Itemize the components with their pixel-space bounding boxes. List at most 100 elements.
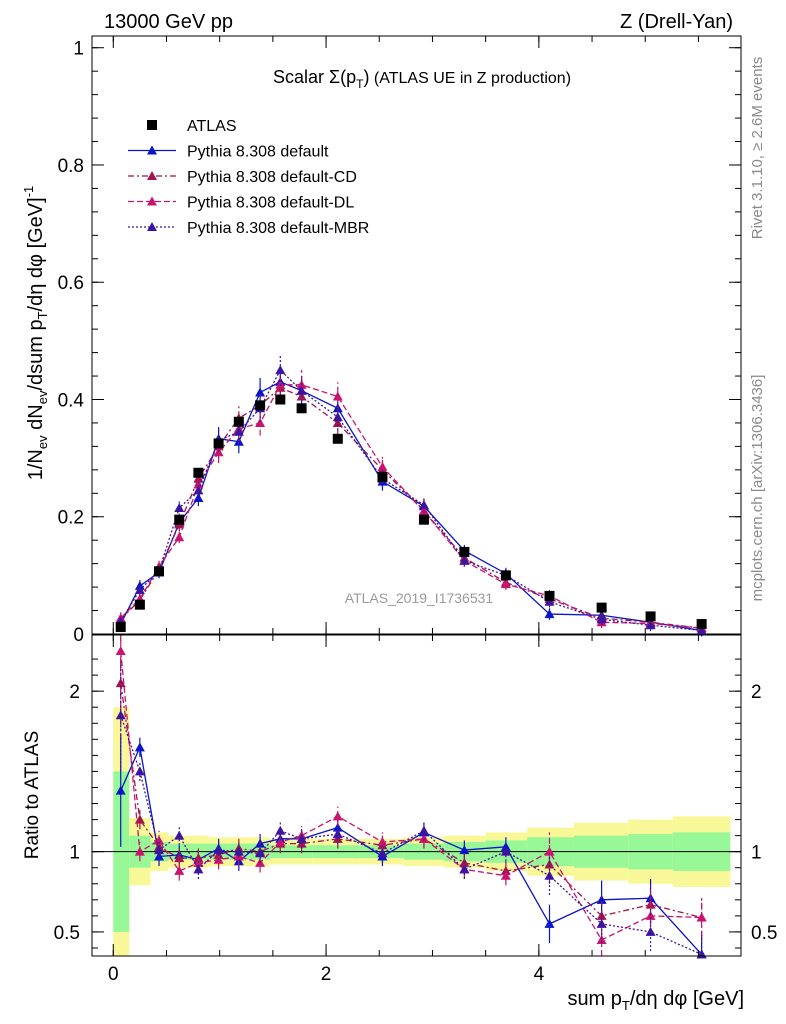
legend-label-data: ATLAS [187,118,237,135]
ratio-y-tick-label-right: 0.5 [751,923,777,944]
legend-label-mbr: Pythia 8.308 default-MBR [187,220,369,237]
legend-marker-data [147,120,157,130]
y-axis-title: 1/Nev dNev/dsum pT/dη dφ [GeV]-1 [21,186,50,481]
mcplots-label: mcplots.cern.ch [arXiv:1306.3436] [749,375,766,602]
data-point [696,619,707,630]
ratio-y-axis-title: Ratio to ATLAS [22,731,43,860]
marker-dl [500,579,511,589]
data-point [193,467,204,478]
marker-dl [174,532,185,542]
ratio-y-tick-label: 2 [69,682,80,703]
ratio-marker-mbr [500,846,511,856]
x-tick-label: 0 [108,964,119,985]
ratio-marker-dl [696,912,707,922]
data-point [275,394,286,405]
ratio-marker-mbr [154,845,165,855]
x-tick-label: 4 [534,964,545,985]
legend-label-dl: Pythia 8.308 default-DL [187,195,354,212]
ratio-marker-dl [544,846,555,856]
data-point [154,566,165,577]
x-axis-title: sum pT/dη dφ [GeV] [567,988,744,1013]
data-point [418,514,429,525]
ratio-line-dl [120,650,702,941]
ratio-marker-default [544,918,555,928]
marker-mbr [193,485,204,495]
ratio-marker-dl [418,833,429,843]
ratio-marker-dl [134,846,145,856]
marker-default [233,436,244,446]
ratio-marker-dl [275,837,286,847]
ratio-marker-cd [544,859,555,869]
data-point [255,400,266,411]
marker-mbr [418,500,429,510]
data-point [332,433,343,444]
ratio-marker-mbr [418,825,429,835]
marker-default [255,387,266,397]
data-point [377,471,388,482]
legend-marker-mbr [147,222,157,231]
data-point [296,403,307,414]
marker-mbr [134,585,145,595]
legend-label-default: Pythia 8.308 default [187,144,329,161]
marker-dl [193,479,204,489]
data-point [134,599,145,610]
ratio-marker-mbr [255,848,266,858]
marker-dl [255,417,266,427]
marker-mbr [544,596,555,606]
marker-dl [377,461,388,471]
ratio-y-tick-label-right: 1 [751,843,762,864]
ratio-marker-mbr [233,846,244,856]
legend-label-cd: Pythia 8.308 default-CD [187,169,357,186]
legend-marker-cd [147,171,157,180]
ratio-marker-dl [645,910,656,920]
ratio-marker-mbr [596,918,607,928]
ratio-marker-dl [596,934,607,944]
ratio-marker-mbr [174,830,185,840]
ratio-y-tick-label-right: 2 [751,682,762,703]
marker-mbr [332,412,343,422]
main-frame [91,35,742,635]
header-left: 13000 GeV pp [104,11,233,33]
rivet-version-label: Rivet 3.1.10, ≥ 2.6M events [749,57,766,240]
ratio-marker-default [500,841,511,851]
marker-mbr [596,614,607,624]
y-tick-label: 0 [73,625,84,646]
y-tick-label: 1 [73,39,84,60]
data-point [174,514,185,525]
marker-mbr [275,365,286,375]
ratio-marker-mbr [459,864,470,874]
data-point [233,416,244,427]
ratio-marker-mbr [544,870,555,880]
marker-mbr [459,555,470,565]
ratio-y-tick-label: 0.5 [54,923,80,944]
data-point [459,546,470,557]
ratio-marker-dl [174,865,185,875]
ratio-marker-dl [377,837,388,847]
marker-default [544,609,555,619]
ratio-marker-default [596,894,607,904]
ratio-marker-mbr [115,710,126,720]
ratio-marker-default [459,845,470,855]
marker-dl [332,391,343,401]
y-tick-label: 0.6 [58,273,84,294]
analysis-watermark: ATLAS_2019_I1736531 [345,590,494,606]
data-point [213,438,224,449]
x-tick-label: 2 [321,964,332,985]
marker-mbr [696,625,707,635]
marker-dl [418,505,429,515]
data-point [596,602,607,613]
ratio-marker-mbr [296,833,307,843]
ratio-marker-cd [174,853,185,863]
ratio-marker-default [134,742,145,752]
marker-cd [332,417,343,427]
marker-mbr [174,502,185,512]
marker-mbr [233,426,244,436]
legend-marker-dl [147,196,157,206]
ratio-marker-mbr [332,829,343,839]
ratio-marker-cd [596,910,607,920]
data-point [544,590,555,601]
ratio-marker-mbr [275,825,286,835]
y-tick-label: 0.4 [58,390,85,411]
ratio-y-tick-label: 1 [69,843,80,864]
